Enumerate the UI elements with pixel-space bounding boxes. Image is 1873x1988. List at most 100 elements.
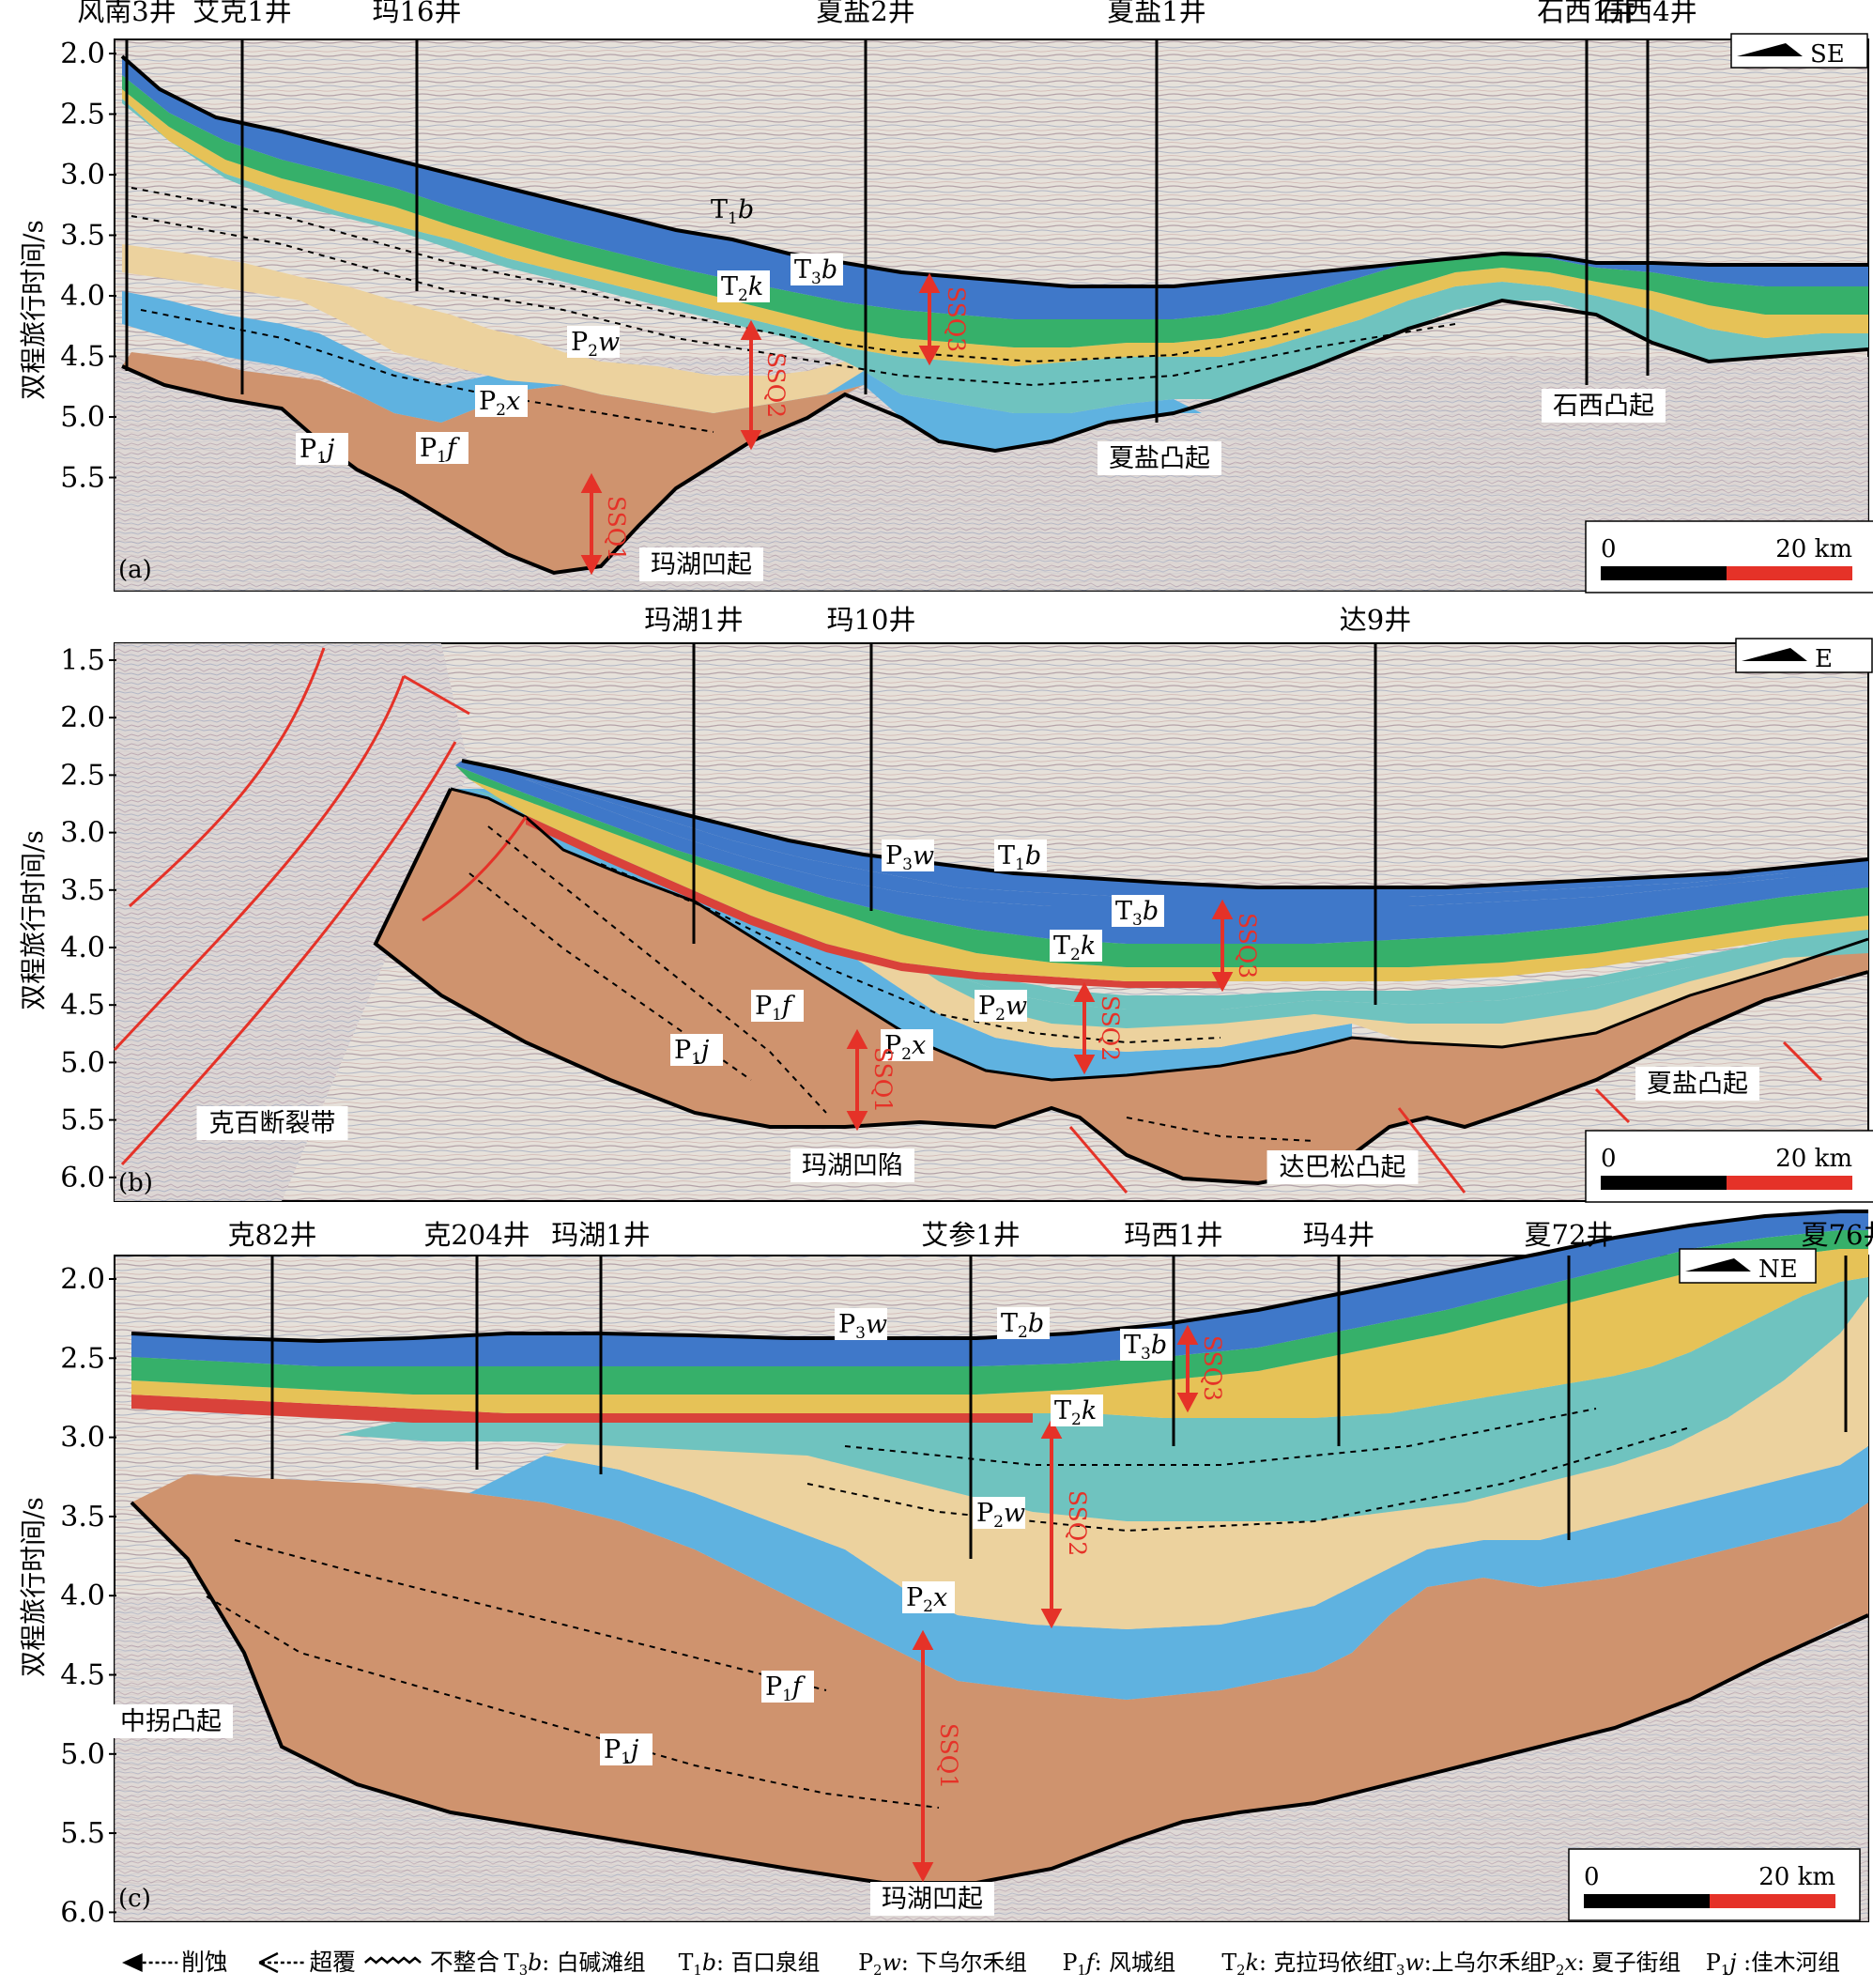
panel-c-P2x-layer [545,1296,1868,1629]
structure-label-box [1635,1067,1759,1101]
structure-label: 石西凸起 [1553,392,1654,421]
structure-label-box [1098,441,1221,475]
direction-label: NE [1758,1256,1798,1284]
unit-label-box [1050,930,1102,962]
unconformity-icon [363,1956,422,1965]
unit-label-box [882,840,934,871]
unit-label-box [1120,1329,1173,1361]
unit-label: T2k [717,270,770,305]
structure-label-box [196,1106,348,1140]
unit-label-box [997,1307,1050,1339]
direction-arrow: NE [1679,1248,1817,1284]
panel-a [114,39,1869,592]
unit-label: P3w [835,1308,887,1343]
structure-label-box [791,1148,914,1182]
y-tick-label: 2.5 [60,1342,105,1375]
unit-label: T2k [1051,1395,1103,1429]
labels-layer: 双程旅行时间/s 2.0 2.5 3.0 3.5 4.0 4.5 5.0 5.5 风南3井 艾克1井… [18,0,1873,1979]
structure-label: 达巴松凸起 [1280,1153,1406,1182]
y-tick-label: 3.5 [60,220,105,253]
well-name: 玛湖1井 [644,604,743,636]
panel-c-P1j-layer [131,1474,1868,1883]
unit-label: P2x [475,385,528,420]
sequence-label: SSQ1 [869,1047,897,1113]
y-tick-label: 3.0 [60,159,105,192]
scale-end: 20 km [1775,535,1852,563]
y-tick-label: 1.5 [60,644,105,677]
direction-arrow: SE [1730,33,1868,69]
well-name: 玛湖1井 [551,1219,650,1251]
well-name: 克82井 [228,1219,317,1251]
unit-label-box [902,1581,955,1613]
scale-bar: 0 20 km [1585,1130,1873,1203]
well-name: 石西4井 [1598,0,1696,27]
sequence-label: SSQ2 [762,352,790,418]
unit-label: P2w [975,990,1027,1025]
sequence-label: SSQ2 [1064,1490,1091,1556]
unit-symbol: P2x [479,387,520,420]
unit-label: T3b [791,254,843,288]
structure-label-box [639,547,763,581]
panel-c-T2k-layer [131,1230,1868,1395]
panel-b-sequence-arrows [846,899,1234,1132]
unit-symbol: P2x [884,1031,926,1064]
legend-formation: P1j :佳木河组 [1706,1949,1840,1979]
panel-b-T1b-layer [469,779,1868,981]
unit-label: P1j [600,1734,652,1768]
unit-label-box [717,270,770,302]
unit-symbol: T1b [998,841,1041,874]
panel-c-T3b-layer [131,1211,1868,1366]
structure-label: 中拐凸起 [120,1707,222,1736]
truncation-icon [122,1953,143,1972]
unit-label-box [994,840,1047,871]
unit-label-box [296,433,348,465]
well-name: 风南3井 [77,0,176,27]
structure-label: 夏盐凸起 [1647,1070,1748,1099]
unit-label: P2w [973,1497,1025,1532]
panel-label: (c) [118,1885,151,1913]
unit-label: P1j [296,433,348,468]
well-name: 玛16井 [373,0,462,27]
unit-label: P2x [881,1029,933,1064]
panel-c-P1f-layer [469,1446,1868,1700]
scale-start: 0 [1601,535,1617,563]
unit-label: P1f [751,990,804,1025]
legend-unconformity: 不整合 [430,1949,499,1976]
unit-label: P3w [882,840,934,874]
well-name: 玛4井 [1303,1219,1374,1251]
onlap-icon [258,1951,279,1974]
unit-symbol: T2k [1053,932,1096,964]
unit-label-box [1112,895,1164,927]
unit-label-box [881,1029,933,1061]
well-name: 石西1井 [1537,0,1635,27]
unit-symbol: P2w [571,328,620,361]
unit-label-box [973,1497,1025,1529]
unit-symbol: P2w [976,1499,1025,1532]
well-name: 夏76井 [1802,1219,1873,1251]
structure-label: 玛湖凹起 [651,550,752,579]
y-tick-label: 3.5 [60,1501,105,1533]
well-name: 达9井 [1340,604,1411,636]
panel-c-P2w-layer [338,1277,1868,1521]
panel-a-unconformity-top [120,54,1868,288]
sequence-label: SSQ1 [603,496,630,562]
y-tick-label: 5.0 [60,1046,105,1079]
scale-start: 0 [1584,1863,1600,1891]
panel-a-dashed-horizons [130,187,1456,433]
well-name: 艾克1井 [192,0,291,27]
panel-label: (b) [118,1169,153,1197]
panel-c-unconformity-base [130,1501,1869,1885]
y-tick-label: 4.5 [60,989,105,1022]
unit-label-box [567,326,620,358]
scale-bar: 0 20 km [1568,1848,1861,1921]
well-name: 艾参1井 [921,1219,1020,1251]
unit-label-box [835,1308,887,1340]
y-tick-label: 6.0 [60,1162,105,1194]
y-tick-label: 3.0 [60,817,105,850]
legend-formation: P2x: 夏子街组 [1541,1949,1681,1979]
legend-formation: T1b: 百口泉组 [679,1949,821,1979]
y-tick-label: 5.5 [60,1817,105,1850]
sequence-label: SSQ3 [1199,1335,1226,1401]
panel-c-P3w-layer [131,1395,1033,1423]
